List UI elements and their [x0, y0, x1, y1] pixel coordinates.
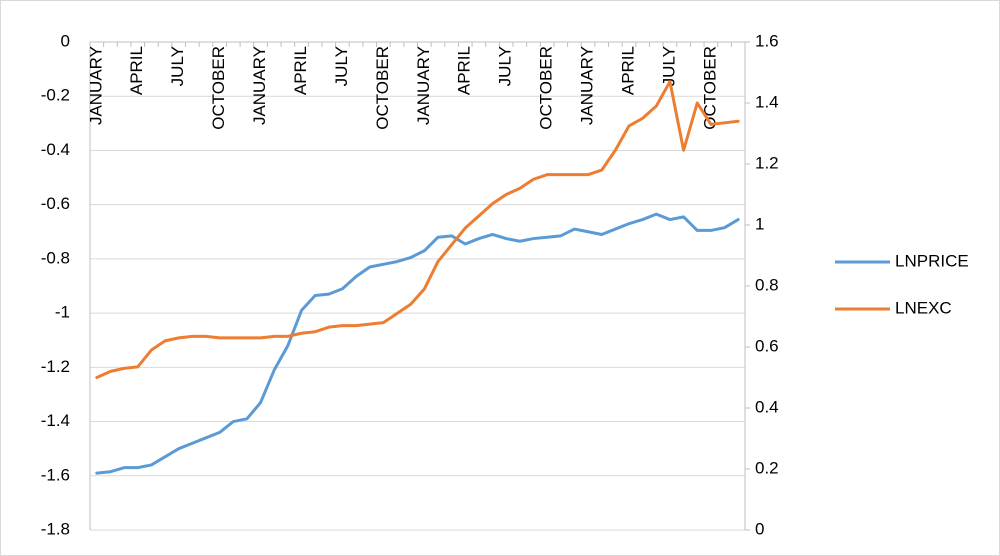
x-tick-label: JANUARY — [578, 46, 597, 125]
y-tick-label: -0.4 — [41, 140, 70, 159]
x-tick-label: OCTOBER — [373, 46, 392, 130]
y2-tick-label: 1 — [755, 214, 764, 233]
y2-tick-label: 0 — [755, 519, 764, 538]
x-tick-label: JULY — [496, 46, 515, 86]
x-tick-label: OCTOBER — [700, 46, 719, 130]
x-tick-label: APRIL — [455, 46, 474, 95]
y-tick-label: -1.2 — [41, 357, 70, 376]
series-line — [95, 212, 740, 475]
y-tick-label: -0.8 — [41, 248, 70, 267]
y-tick-label: -0.2 — [41, 86, 70, 105]
y-tick-label: -0.6 — [41, 194, 70, 213]
x-tick-label: JANUARY — [250, 46, 269, 125]
y2-tick-label: 1.6 — [755, 31, 779, 50]
legend-label: LNPRICE — [895, 251, 969, 270]
y2-tick-label: 0.4 — [755, 397, 779, 416]
y-tick-label: -1.6 — [41, 465, 70, 484]
y2-tick-label: 1.4 — [755, 92, 779, 111]
x-tick-label: JULY — [332, 46, 351, 86]
y-tick-label: -1.8 — [41, 519, 70, 538]
y-tick-label: -1.4 — [41, 411, 70, 430]
x-tick-label: JANUARY — [86, 46, 105, 125]
x-tick-label: JANUARY — [414, 46, 433, 125]
x-tick-label: OCTOBER — [209, 46, 228, 130]
legend-label: LNEXC — [895, 298, 952, 317]
x-tick-label: JULY — [168, 46, 187, 86]
x-tick-label: APRIL — [291, 46, 310, 95]
y2-tick-label: 0.2 — [755, 458, 779, 477]
y2-tick-label: 0.8 — [755, 275, 779, 294]
x-tick-label: OCTOBER — [537, 46, 556, 130]
y-tick-label: -1 — [55, 303, 70, 322]
series-line — [95, 80, 740, 379]
y-tick-label: 0 — [61, 31, 70, 50]
x-tick-label: JULY — [659, 46, 678, 86]
x-tick-label: APRIL — [618, 46, 637, 95]
y2-tick-label: 0.6 — [755, 336, 779, 355]
y2-tick-label: 1.2 — [755, 153, 779, 172]
x-tick-label: APRIL — [127, 46, 146, 95]
